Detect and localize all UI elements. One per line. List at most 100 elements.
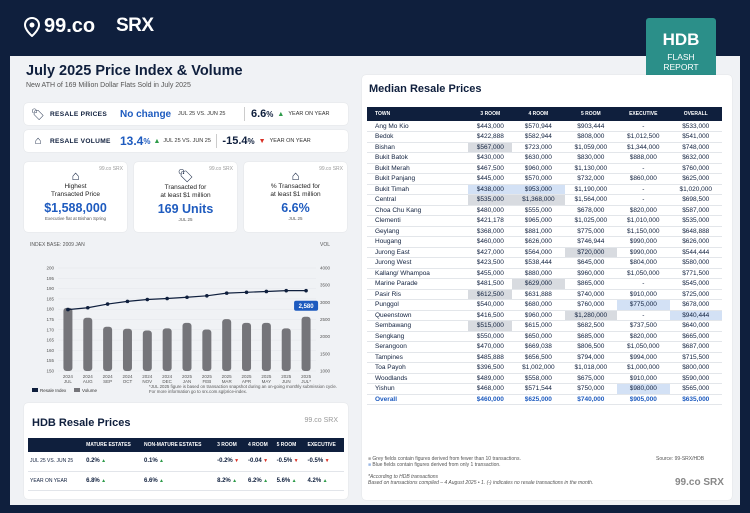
table-cell: -0.2% ▼ bbox=[215, 452, 247, 472]
volume-bar bbox=[162, 328, 172, 371]
resale-prices-card: 🏷 RESALE PRICES No change JUL 25 VS. JUN… bbox=[24, 103, 348, 125]
price-cell: $1,190,000 bbox=[564, 184, 618, 195]
price-cell: $626,000 bbox=[669, 236, 722, 248]
median-title: Median Resale Prices bbox=[369, 83, 482, 95]
footer-logo: 99.co SRX bbox=[675, 477, 724, 488]
price-cell: $650,000 bbox=[512, 331, 565, 342]
house-icon: ⌂ bbox=[71, 168, 80, 183]
price-cell: $775,000 bbox=[564, 226, 618, 237]
price-cell: $820,000 bbox=[617, 205, 670, 216]
table-cell: -0.5% ▼ bbox=[274, 452, 306, 472]
price-cell: $635,000 bbox=[669, 394, 722, 405]
table-row: Bedok $422,888 $582,944 $808,000 $1,012,500 $… bbox=[367, 131, 722, 143]
tag-icon: 🏷 bbox=[31, 108, 45, 121]
price-cell: $416,500 bbox=[468, 310, 513, 321]
price-cell: $545,000 bbox=[669, 278, 722, 290]
table-row: Bukit Merah $467,500 $960,000 $1,130,000- $7… bbox=[367, 163, 722, 174]
town-name: Kallang/ Whampoa bbox=[367, 268, 469, 279]
price-cell: $678,000 bbox=[564, 205, 618, 216]
price-cell: $750,000 bbox=[564, 383, 618, 395]
price-cell: - bbox=[617, 310, 670, 321]
table-cell: 6.2% ▲ bbox=[246, 471, 275, 491]
index-point bbox=[85, 305, 90, 310]
price-cell: $680,000 bbox=[512, 299, 565, 311]
price-cell: $396,500 bbox=[468, 362, 513, 374]
highlight-badge bbox=[294, 300, 319, 311]
volume-bar bbox=[242, 322, 252, 371]
column-header: 5 ROOM bbox=[274, 438, 306, 452]
town-name: Geylang bbox=[367, 226, 469, 237]
town-name: Yishun bbox=[367, 383, 469, 395]
price-cell: $1,368,000 bbox=[512, 194, 565, 206]
town-name: Jurong West bbox=[367, 257, 469, 269]
table-cell: 0.2% ▲ bbox=[84, 452, 142, 472]
arrow-down-icon: ▼ bbox=[258, 137, 266, 145]
arrow-down-icon: ▼ bbox=[323, 458, 330, 465]
index-point bbox=[244, 290, 249, 295]
price-cell: $590,000 bbox=[669, 373, 722, 384]
town-name: Clementi bbox=[367, 215, 469, 227]
table-row: Bukit Timah $438,000 $953,000 $1,190,000- $1… bbox=[367, 184, 722, 195]
price-cell: $1,002,000 bbox=[512, 362, 565, 374]
volume-bar bbox=[261, 322, 271, 371]
arrow-down-icon: ▼ bbox=[261, 458, 269, 465]
volume-bar bbox=[281, 328, 291, 371]
price-cell: $564,000 bbox=[512, 247, 565, 258]
price-cell: $953,000 bbox=[512, 184, 565, 195]
table-row: Bukit Panjang $445,000 $570,000 $732,000 $86… bbox=[367, 173, 722, 185]
arrow-up-icon: ▲ bbox=[157, 458, 165, 465]
right-tick-label: 3000 bbox=[320, 300, 331, 305]
arrow-up-icon: ▲ bbox=[277, 110, 285, 118]
table-row: Toa Payoh $396,500 $1,002,000 $1,018,000 $1,… bbox=[367, 362, 722, 374]
x-tick-year: 2024 bbox=[63, 374, 74, 379]
left-tick-label: 155 bbox=[46, 358, 54, 363]
volume-bar bbox=[63, 307, 73, 371]
price-cell: $1,130,000 bbox=[564, 163, 618, 174]
price-cell: $665,000 bbox=[669, 331, 722, 342]
notes: ■ Grey fields contain figures derived fr… bbox=[368, 456, 594, 486]
left-tick-label: 175 bbox=[46, 317, 54, 322]
price-cell: $423,500 bbox=[468, 257, 513, 269]
right-tick-label: 1000 bbox=[320, 369, 331, 374]
hdb-resale-card: HDB Resale Prices 99.co SRX MATURE ESTAT… bbox=[24, 403, 348, 499]
stat-highest-price: 99.co SRX ⌂ Highest Transacted Price $1,5… bbox=[24, 162, 127, 232]
town-name: Overall bbox=[367, 394, 469, 405]
price-cell: $740,000 bbox=[564, 289, 618, 300]
left-tick-label: 190 bbox=[46, 286, 54, 291]
legend-volume: Volume bbox=[82, 388, 98, 393]
price-cell: $675,000 bbox=[564, 373, 618, 384]
price-cell: $820,000 bbox=[617, 331, 670, 342]
price-cell: $625,000 bbox=[512, 394, 565, 405]
price-cell: $455,000 bbox=[468, 268, 513, 279]
table-row: Queenstown $416,500 $960,000 $1,280,000- $94… bbox=[367, 310, 722, 321]
table-row: Woodlands $489,000 $558,000 $675,000 $910,00… bbox=[367, 373, 722, 384]
column-header: OVERALL bbox=[669, 107, 722, 121]
price-cell: $715,500 bbox=[669, 352, 722, 363]
x-tick-month: SEP bbox=[103, 379, 112, 384]
source-label: Source: 99-SRX/HDB bbox=[656, 456, 705, 462]
column-header: EXECUTIVE bbox=[305, 438, 344, 452]
price-cell: $582,944 bbox=[512, 131, 565, 143]
price-cell: $421,178 bbox=[468, 215, 513, 227]
x-tick-month: DEC bbox=[162, 379, 172, 384]
price-cell: $427,000 bbox=[468, 247, 513, 258]
price-cell: $625,000 bbox=[669, 173, 722, 185]
town-name: Bukit Timah bbox=[367, 184, 469, 195]
left-tick-label: 170 bbox=[46, 327, 54, 332]
table-row: Jurong East $427,000 $564,000 $720,000 $990,… bbox=[367, 247, 722, 258]
price-cell: $808,000 bbox=[564, 131, 618, 143]
price-cell: $880,000 bbox=[512, 268, 565, 279]
index-point bbox=[66, 307, 70, 312]
column-header bbox=[28, 438, 85, 452]
table-row: Serangoon $470,000 $669,038 $806,500 $1,050,… bbox=[367, 341, 722, 353]
price-cell: $990,000 bbox=[617, 236, 670, 248]
price-cell: $1,059,000 bbox=[564, 142, 618, 153]
x-tick-year: 2025 bbox=[222, 374, 233, 379]
price-cell: $685,000 bbox=[564, 331, 618, 342]
x-tick-month: FEB bbox=[202, 379, 211, 384]
left-tick-label: 200 bbox=[46, 266, 54, 271]
index-line bbox=[67, 290, 307, 311]
price-cell: $740,000 bbox=[564, 394, 618, 405]
town-name: Ang Mo Kio bbox=[367, 121, 469, 132]
home-dollar-icon: ⌂ bbox=[291, 168, 300, 183]
